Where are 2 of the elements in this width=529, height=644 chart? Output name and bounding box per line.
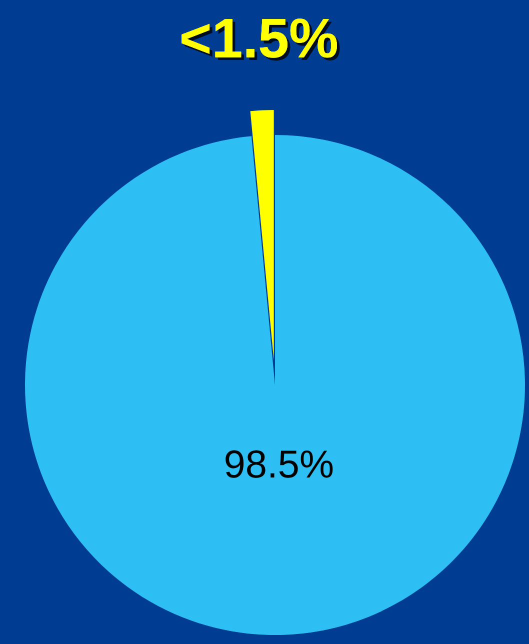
data-label: <1.5% <box>182 18 340 61</box>
data-label: 98.5% <box>226 450 333 478</box>
